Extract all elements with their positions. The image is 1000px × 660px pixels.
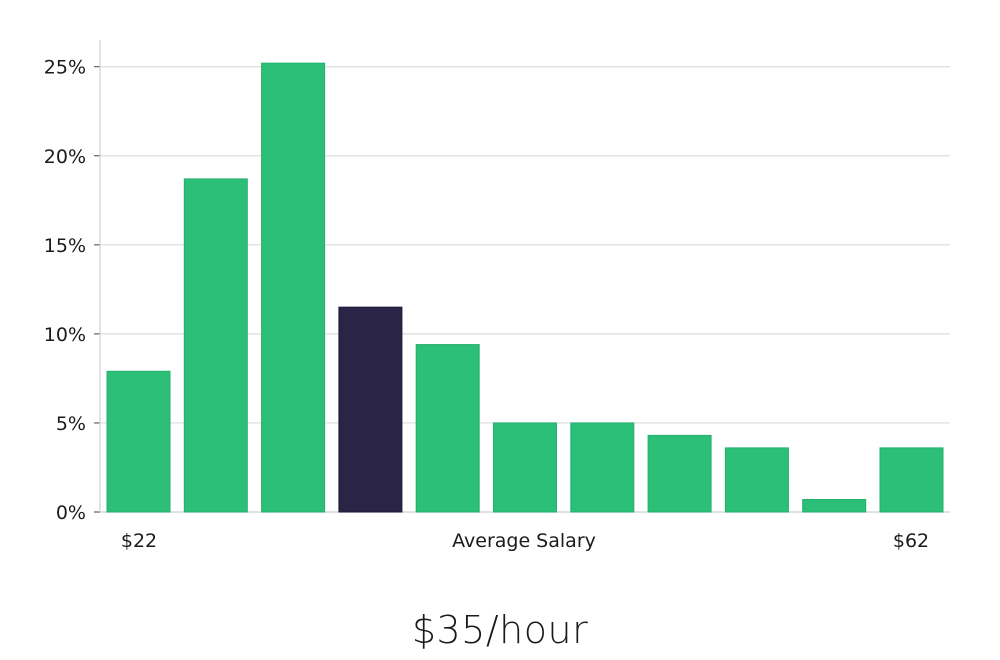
y-tick-label: 0% bbox=[56, 502, 86, 524]
x-axis-title: Average Salary bbox=[452, 530, 596, 552]
bars bbox=[106, 62, 944, 513]
bar bbox=[802, 499, 867, 513]
bar bbox=[493, 422, 557, 513]
average-wage-headline: $35/hour bbox=[411, 608, 589, 652]
y-tick-label: 10% bbox=[44, 324, 86, 346]
bar-highlighted bbox=[338, 306, 403, 513]
y-tick-label: 25% bbox=[44, 57, 86, 79]
x-axis-min-label: $22 bbox=[121, 530, 157, 552]
bar bbox=[570, 422, 635, 513]
y-tick-labels: 0% 5% 10% 15% 20% 25% bbox=[44, 57, 86, 524]
x-axis-max-label: $62 bbox=[893, 530, 929, 552]
bar bbox=[183, 178, 248, 513]
salary-histogram: 0% 5% 10% 15% 20% 25% $22 Average Salary $62 bbox=[44, 40, 950, 552]
bar bbox=[106, 370, 171, 513]
bar bbox=[724, 447, 789, 513]
bar bbox=[261, 62, 326, 513]
y-tick-label: 15% bbox=[44, 235, 86, 257]
bar bbox=[415, 344, 480, 513]
bar bbox=[879, 447, 944, 513]
y-tick-label: 5% bbox=[56, 413, 86, 435]
bar bbox=[647, 434, 712, 513]
y-tick-label: 20% bbox=[44, 146, 86, 168]
